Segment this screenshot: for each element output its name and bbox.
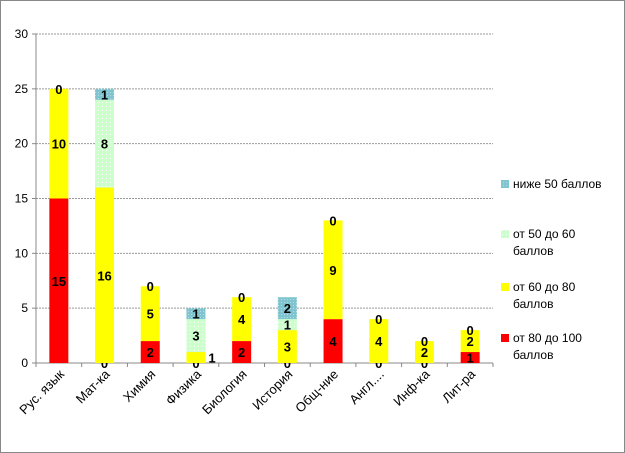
category-label: Химия bbox=[120, 367, 158, 405]
y-tick-label: 10 bbox=[15, 246, 29, 260]
data-label: 1 bbox=[467, 351, 474, 366]
data-label: 4 bbox=[329, 334, 337, 349]
legend-label: от 50 до 60 баллов bbox=[513, 227, 576, 258]
data-label: 16 bbox=[97, 268, 111, 283]
data-label: 0 bbox=[284, 356, 291, 371]
data-label: 0 bbox=[192, 356, 199, 371]
bar-segment bbox=[140, 341, 160, 363]
data-label: 10 bbox=[52, 137, 66, 152]
data-label: 0 bbox=[238, 290, 245, 305]
data-label: 0 bbox=[147, 279, 154, 294]
data-label: 0 bbox=[101, 356, 108, 371]
bar-segment bbox=[460, 330, 480, 353]
legend-swatch bbox=[501, 180, 509, 188]
data-label: 3 bbox=[284, 340, 291, 355]
bar-segment bbox=[186, 319, 206, 353]
data-label: 4 bbox=[375, 334, 383, 349]
data-label: 1 bbox=[284, 318, 291, 333]
bar-segment bbox=[186, 308, 206, 320]
data-label: 2 bbox=[147, 345, 154, 360]
data-label: 1 bbox=[101, 87, 108, 102]
data-label: 15 bbox=[52, 274, 66, 289]
bar-segment bbox=[414, 341, 434, 363]
bar-segment bbox=[277, 319, 297, 331]
data-label: 2 bbox=[238, 345, 245, 360]
y-tick-label: 25 bbox=[15, 82, 29, 96]
y-tick-label: 30 bbox=[15, 27, 29, 41]
legend-label: от 60 до 80 баллов bbox=[513, 280, 576, 311]
data-label: 4 bbox=[238, 312, 246, 327]
legend-label: ниже 50 баллов bbox=[513, 177, 602, 191]
data-label: 3 bbox=[192, 329, 199, 344]
bar-segment bbox=[186, 352, 206, 363]
bar-segment bbox=[95, 99, 115, 188]
bar-segment bbox=[460, 352, 480, 363]
y-tick-label: 15 bbox=[15, 192, 29, 206]
data-label: 1 bbox=[208, 351, 215, 366]
category-label: История bbox=[249, 367, 295, 413]
data-label: 2 bbox=[284, 301, 291, 316]
y-tick-label: 5 bbox=[21, 301, 28, 315]
data-label: 2 bbox=[421, 345, 428, 360]
bar-segment bbox=[232, 297, 252, 342]
data-label: 0 bbox=[55, 82, 62, 97]
category-label: Общ-ние bbox=[292, 367, 341, 416]
data-label: 0 bbox=[421, 356, 428, 371]
data-label: 0 bbox=[375, 356, 382, 371]
bar-segment bbox=[232, 341, 252, 363]
data-label: 5 bbox=[147, 307, 154, 322]
bar-segment bbox=[323, 319, 343, 363]
legend-label: от 80 до 100 баллов bbox=[513, 331, 582, 362]
category-label: Физика bbox=[163, 366, 205, 408]
legend-swatch bbox=[501, 230, 509, 238]
data-label: 1 bbox=[192, 307, 199, 322]
category-label: Биология bbox=[199, 367, 250, 418]
bar-segment bbox=[277, 297, 297, 320]
data-label: 9 bbox=[329, 263, 336, 278]
category-label: Рус. язык bbox=[16, 366, 67, 417]
bar-segment bbox=[369, 319, 389, 363]
bar-segment bbox=[323, 220, 343, 320]
bar-segment bbox=[95, 88, 115, 100]
category-label: Лит-ра bbox=[439, 366, 479, 406]
bar-segment bbox=[49, 198, 69, 363]
category-label: Англ.... bbox=[346, 367, 387, 408]
y-tick-label: 0 bbox=[21, 356, 28, 370]
data-label: 0 bbox=[375, 312, 382, 327]
data-label: 8 bbox=[101, 137, 108, 152]
y-tick-label: 20 bbox=[15, 137, 29, 151]
bar-segment bbox=[95, 187, 115, 363]
data-label: 0 bbox=[421, 334, 428, 349]
bar-segment bbox=[277, 330, 297, 363]
data-label: 0 bbox=[467, 323, 474, 338]
data-label: 0 bbox=[329, 213, 336, 228]
category-label: Мат-ка bbox=[73, 366, 113, 406]
bar-segment bbox=[49, 88, 69, 199]
data-label: 2 bbox=[467, 334, 474, 349]
legend-swatch bbox=[501, 283, 509, 291]
bar-segment bbox=[140, 286, 160, 342]
category-label: Инф-ка bbox=[390, 366, 433, 409]
legend-swatch bbox=[501, 334, 509, 342]
